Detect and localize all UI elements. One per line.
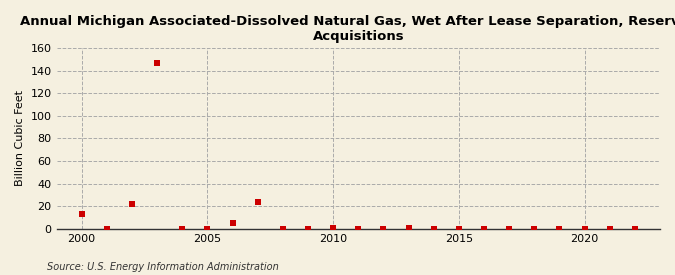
Point bbox=[302, 226, 313, 231]
Point bbox=[479, 226, 489, 231]
Point bbox=[554, 226, 565, 231]
Point bbox=[403, 225, 414, 230]
Point bbox=[76, 212, 87, 216]
Point bbox=[227, 221, 238, 225]
Point bbox=[630, 226, 641, 231]
Point bbox=[152, 61, 163, 65]
Point bbox=[454, 226, 464, 231]
Point bbox=[252, 199, 263, 204]
Point bbox=[429, 226, 439, 231]
Point bbox=[353, 226, 364, 231]
Point bbox=[579, 226, 590, 231]
Title: Annual Michigan Associated-Dissolved Natural Gas, Wet After Lease Separation, Re: Annual Michigan Associated-Dissolved Nat… bbox=[20, 15, 675, 43]
Point bbox=[101, 226, 112, 231]
Point bbox=[202, 226, 213, 231]
Point bbox=[529, 226, 540, 231]
Text: Source: U.S. Energy Information Administration: Source: U.S. Energy Information Administ… bbox=[47, 262, 279, 272]
Point bbox=[604, 226, 615, 231]
Point bbox=[504, 226, 514, 231]
Y-axis label: Billion Cubic Feet: Billion Cubic Feet bbox=[15, 90, 25, 186]
Point bbox=[177, 226, 188, 231]
Point bbox=[127, 202, 138, 206]
Point bbox=[328, 225, 339, 230]
Point bbox=[378, 226, 389, 231]
Point bbox=[277, 226, 288, 231]
